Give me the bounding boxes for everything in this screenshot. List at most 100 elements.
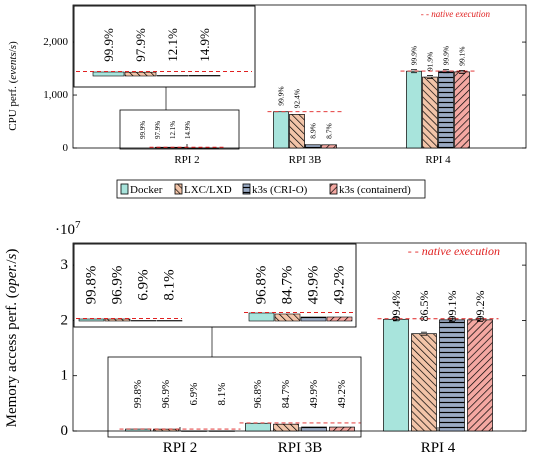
- bottom-bar-value-label: 86.5%: [417, 291, 431, 322]
- top-inset-bar: [188, 75, 221, 77]
- top-category-label: RPI 3B: [289, 154, 322, 166]
- top-bar: [422, 76, 438, 149]
- bottom-small-value-label: 96.9%: [160, 380, 172, 408]
- bottom-inset-bar: [130, 320, 157, 322]
- bottom-bar: [245, 422, 271, 432]
- bottom-category-label: RPI 3B: [278, 440, 323, 456]
- legend-label-crio: k3s (CRI-O): [252, 184, 308, 196]
- bottom-inset-value-label: 8.1%: [162, 269, 178, 300]
- legend-swatch-lxc: [174, 183, 183, 195]
- legend-label-containerd: k3s (containerd): [339, 184, 411, 196]
- top-bar: [187, 147, 203, 149]
- top-ytick-label: 2,000: [43, 36, 68, 48]
- top-bar-value-label: 92.4%: [293, 89, 302, 108]
- bottom-bar: [467, 319, 493, 432]
- top-bar: [438, 70, 454, 149]
- bottom-bar: [411, 333, 437, 432]
- bottom-inset-bar: [326, 316, 353, 322]
- bottom-bar: [125, 428, 151, 432]
- bottom-native-label: - - native execution: [408, 244, 500, 258]
- top-inset-value-label: 14.9%: [197, 28, 212, 62]
- bottom-bar: [383, 318, 409, 432]
- bottom-ytick-label: 0: [61, 423, 69, 439]
- bottom-bar-value-label: 99.2%: [473, 291, 487, 322]
- bottom-inset-bar: [156, 320, 183, 322]
- top-inset-value-label: 97.9%: [133, 28, 148, 62]
- top-bar: [406, 70, 422, 149]
- top-bar-value-label: 91.9%: [426, 52, 435, 71]
- top-small-value-label: 14.9%: [184, 121, 192, 139]
- top-bar: [289, 114, 305, 149]
- legend-label-lxc: LXC/LXD: [184, 184, 232, 196]
- top-small-value-label: 97.9%: [154, 121, 162, 139]
- bottom-ylabel: Memory access perf. (oper./s): [4, 249, 20, 428]
- bottom-inset-value-label: 99.8%: [84, 266, 100, 305]
- top-category-label: RPI 4: [425, 154, 451, 166]
- bottom-inset-value-label: 96.9%: [110, 266, 126, 305]
- top-bar: [273, 111, 289, 149]
- top-bar-value-label: 8.9%: [309, 123, 318, 139]
- legend: Docker LXC/LXD k3s (CRI-O) k3s (containe…: [116, 179, 426, 199]
- bottom-inset-bar: [300, 316, 327, 322]
- top-bar-value-label: 99.1%: [458, 47, 467, 66]
- top-ylabel: CPU perf. (events/s): [7, 41, 19, 131]
- bottom-small-value-label: 49.2%: [336, 380, 348, 408]
- bottom-plot-frame: [72, 242, 527, 432]
- legend-swatch-containerd: [329, 183, 338, 195]
- bottom-bar: [301, 426, 327, 432]
- top-ytick-label: 1,000: [43, 89, 68, 101]
- bottom-bar: [209, 430, 235, 432]
- top-inset-bar: [124, 71, 157, 77]
- top-inset-bar: [156, 75, 189, 77]
- top-inset-value-label: 12.1%: [165, 28, 180, 62]
- top-inset-bar: [92, 71, 125, 77]
- bottom-inset-value-label: 6.9%: [136, 269, 152, 300]
- top-bar-value-label: 99.9%: [442, 46, 451, 65]
- legend-frame: [116, 179, 426, 199]
- bottom-inset-value-label: 49.9%: [306, 266, 322, 305]
- top-small-value-label: 12.1%: [169, 121, 177, 139]
- bottom-small-value-label: 84.7%: [280, 380, 292, 408]
- bottom-zoom-source-box: [107, 356, 362, 438]
- bottom-bar: [439, 319, 465, 432]
- bottom-inset-bar: [274, 313, 301, 322]
- bottom-ytick-label: 3: [61, 257, 69, 273]
- bottom-small-value-label: 8.1%: [216, 383, 228, 406]
- bottom-inset-bar: [78, 318, 105, 322]
- bottom-small-value-label: 6.9%: [188, 383, 200, 406]
- bottom-bar: [273, 423, 299, 432]
- top-bar: [203, 147, 219, 149]
- bottom-inset-value-label: 96.8%: [254, 266, 270, 305]
- top-bar-value-label: 8.7%: [325, 123, 334, 139]
- legend-label-docker: Docker: [130, 184, 163, 196]
- bottom-small-value-label: 96.8%: [252, 380, 264, 408]
- top-ytick-label: 0: [63, 142, 69, 154]
- bottom-bar: [181, 430, 207, 432]
- bottom-ytick-label: 2: [61, 312, 69, 328]
- top-bar-value-label: 99.9%: [277, 86, 286, 105]
- bottom-multiplier: ·107: [55, 219, 81, 238]
- bottom-category-label: RPI 4: [421, 440, 456, 456]
- top-small-value-label: 99.9%: [139, 121, 147, 139]
- bottom-small-value-label: 99.8%: [132, 380, 144, 408]
- top-bar-value-label: 99.9%: [410, 46, 419, 65]
- bottom-small-value-label: 49.9%: [308, 380, 320, 408]
- top-inset-value-label: 99.9%: [101, 28, 116, 62]
- top-bar: [454, 71, 470, 149]
- top-bar: [321, 144, 337, 149]
- bottom-bar: [153, 428, 179, 432]
- legend-swatch-docker: [120, 183, 129, 195]
- top-zoom-source-box: [119, 109, 240, 150]
- top-category-label: RPI 2: [174, 154, 199, 166]
- legend-swatch-crio: [242, 183, 251, 195]
- bottom-inset-bar: [104, 318, 131, 322]
- top-native-label: - - native execution: [421, 9, 491, 19]
- bottom-ytick-label: 1: [61, 368, 69, 384]
- bottom-category-label: RPI 2: [163, 440, 198, 456]
- bottom-inset-value-label: 84.7%: [280, 266, 296, 305]
- bottom-inset-frame: [73, 243, 357, 328]
- bottom-bar-value-label: 99.4%: [389, 291, 403, 322]
- bottom-bar-value-label: 99.1%: [445, 291, 459, 322]
- bottom-inset-value-label: 49.2%: [332, 266, 348, 305]
